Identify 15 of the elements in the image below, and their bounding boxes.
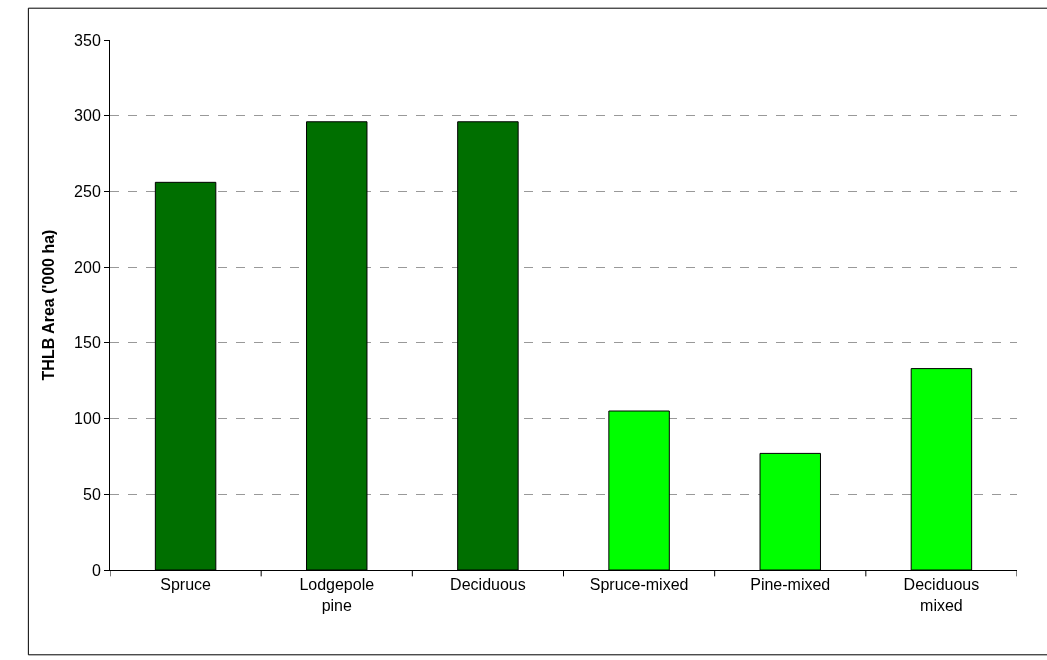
- y-tick-label: 150: [74, 334, 101, 352]
- y-tick-label: 300: [74, 107, 101, 125]
- x-tick-label: Pine-mixed: [750, 576, 831, 594]
- y-tick-label: 0: [91, 561, 101, 579]
- y-tick-label: 350: [74, 31, 101, 49]
- x-tick-label: Spruce: [160, 576, 212, 594]
- x-tick-label: Spruce-mixed: [589, 576, 689, 594]
- y-tick-label: 100: [74, 410, 101, 428]
- y-tick-label: 200: [74, 258, 101, 276]
- y-tick-label: 50: [83, 485, 101, 503]
- x-tick-label: Deciduous mixed: [903, 576, 980, 614]
- x-tick-label: Lodgepole pine: [299, 576, 375, 614]
- y-axis-title: THLB Area ('000 ha): [40, 229, 57, 381]
- y-tick-label: 250: [74, 183, 101, 201]
- x-tick-label: Deciduous: [450, 576, 526, 594]
